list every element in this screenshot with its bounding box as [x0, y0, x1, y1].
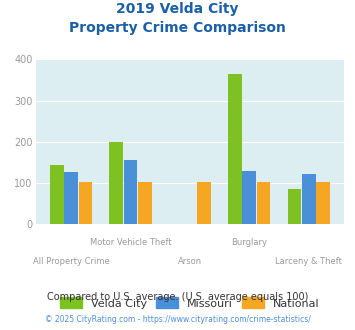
Bar: [242, 171, 256, 224]
Bar: [64, 172, 78, 224]
Text: Burglary: Burglary: [231, 238, 267, 247]
Bar: [316, 182, 330, 224]
Text: All Property Crime: All Property Crime: [33, 257, 109, 266]
Text: Motor Vehicle Theft: Motor Vehicle Theft: [90, 238, 171, 247]
Bar: [78, 182, 92, 224]
Bar: [109, 142, 123, 224]
Bar: [228, 74, 242, 224]
Bar: [197, 182, 211, 224]
Text: © 2025 CityRating.com - https://www.cityrating.com/crime-statistics/: © 2025 CityRating.com - https://www.city…: [45, 315, 310, 324]
Text: Larceny & Theft: Larceny & Theft: [275, 257, 342, 266]
Legend: Velda City, Missouri, National: Velda City, Missouri, National: [56, 293, 324, 313]
Bar: [302, 175, 316, 224]
Bar: [288, 188, 301, 224]
Bar: [257, 182, 271, 224]
Bar: [138, 182, 152, 224]
Text: Compared to U.S. average. (U.S. average equals 100): Compared to U.S. average. (U.S. average …: [47, 292, 308, 302]
Text: Arson: Arson: [178, 257, 202, 266]
Bar: [124, 160, 137, 224]
Bar: [50, 165, 64, 224]
Text: 2019 Velda City: 2019 Velda City: [116, 2, 239, 16]
Text: Property Crime Comparison: Property Crime Comparison: [69, 21, 286, 35]
